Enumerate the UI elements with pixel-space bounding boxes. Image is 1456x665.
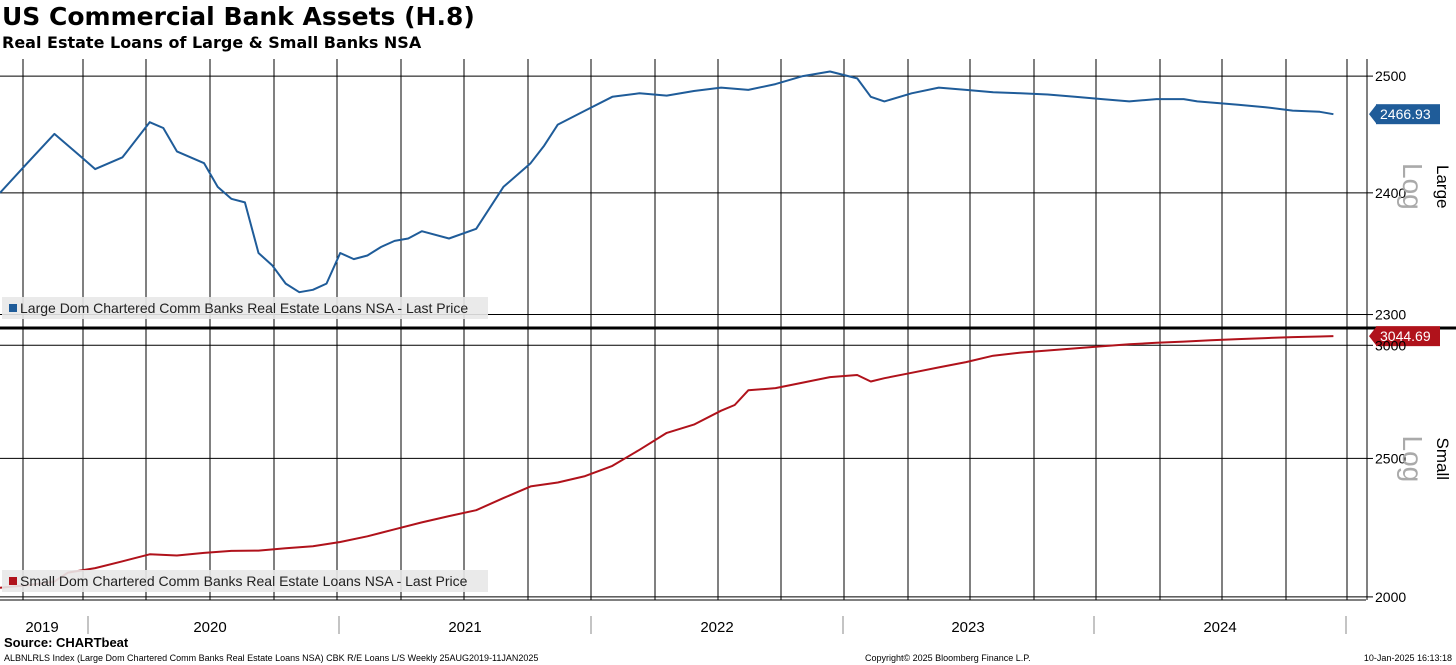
last-price-pointer — [1369, 105, 1376, 124]
y-tick-label: 2000 — [1375, 589, 1406, 605]
chart-subtitle: Real Estate Loans of Large & Small Banks… — [2, 33, 422, 52]
y-tick-label: 2500 — [1375, 68, 1406, 84]
series-line-small — [0, 335, 1334, 589]
x-tick-label: 2022 — [700, 619, 733, 636]
legend-swatch — [9, 577, 17, 585]
x-tick-label: 2019 — [25, 619, 58, 636]
last-price-badge — [1376, 326, 1440, 347]
last-price-pointer — [1369, 327, 1376, 346]
ticker-description: ALBNLRLS Index (Large Dom Chartered Comm… — [4, 653, 539, 663]
panel-name-label: Small — [1433, 438, 1452, 481]
source-label: Source: CHARTbeat — [4, 635, 129, 650]
log-scale-label: Log — [1397, 436, 1428, 483]
legend-swatch — [9, 304, 17, 312]
legend-background — [2, 570, 488, 592]
y-tick-label: 3000 — [1375, 337, 1406, 353]
legend-label: Large Dom Chartered Comm Banks Real Esta… — [20, 300, 468, 316]
series-layer — [0, 70, 1440, 589]
log-scale-label: Log — [1397, 163, 1428, 210]
y-tick-label: 2400 — [1375, 185, 1406, 201]
last-price-label: 3044.69 — [1380, 328, 1431, 344]
legend-background — [2, 297, 488, 319]
copyright-label: Copyright© 2025 Bloomberg Finance L.P. — [865, 653, 1031, 663]
last-price-label: 2466.93 — [1380, 106, 1431, 122]
series-line-large — [0, 70, 1334, 294]
x-tick-label: 2023 — [951, 619, 984, 636]
x-tick-label: 2020 — [193, 619, 226, 636]
label-layer: 2300 2400 2500 2466.93 Large Dom Chartered C… — [2, 68, 1452, 636]
timestamp-label: 10-Jan-2025 16:13:18 — [1363, 653, 1452, 663]
y-tick-label: 2500 — [1375, 450, 1406, 466]
x-tick-label: 2024 — [1203, 619, 1236, 636]
y-tick-label: 2300 — [1375, 307, 1406, 323]
legend-label: Small Dom Chartered Comm Banks Real Esta… — [20, 573, 468, 589]
chart-frame — [0, 59, 1456, 634]
chart-title: US Commercial Bank Assets (H.8) — [2, 2, 475, 31]
last-price-badge — [1376, 104, 1440, 125]
panel-name-label: Large — [1433, 165, 1452, 208]
x-tick-label: 2021 — [448, 619, 481, 636]
